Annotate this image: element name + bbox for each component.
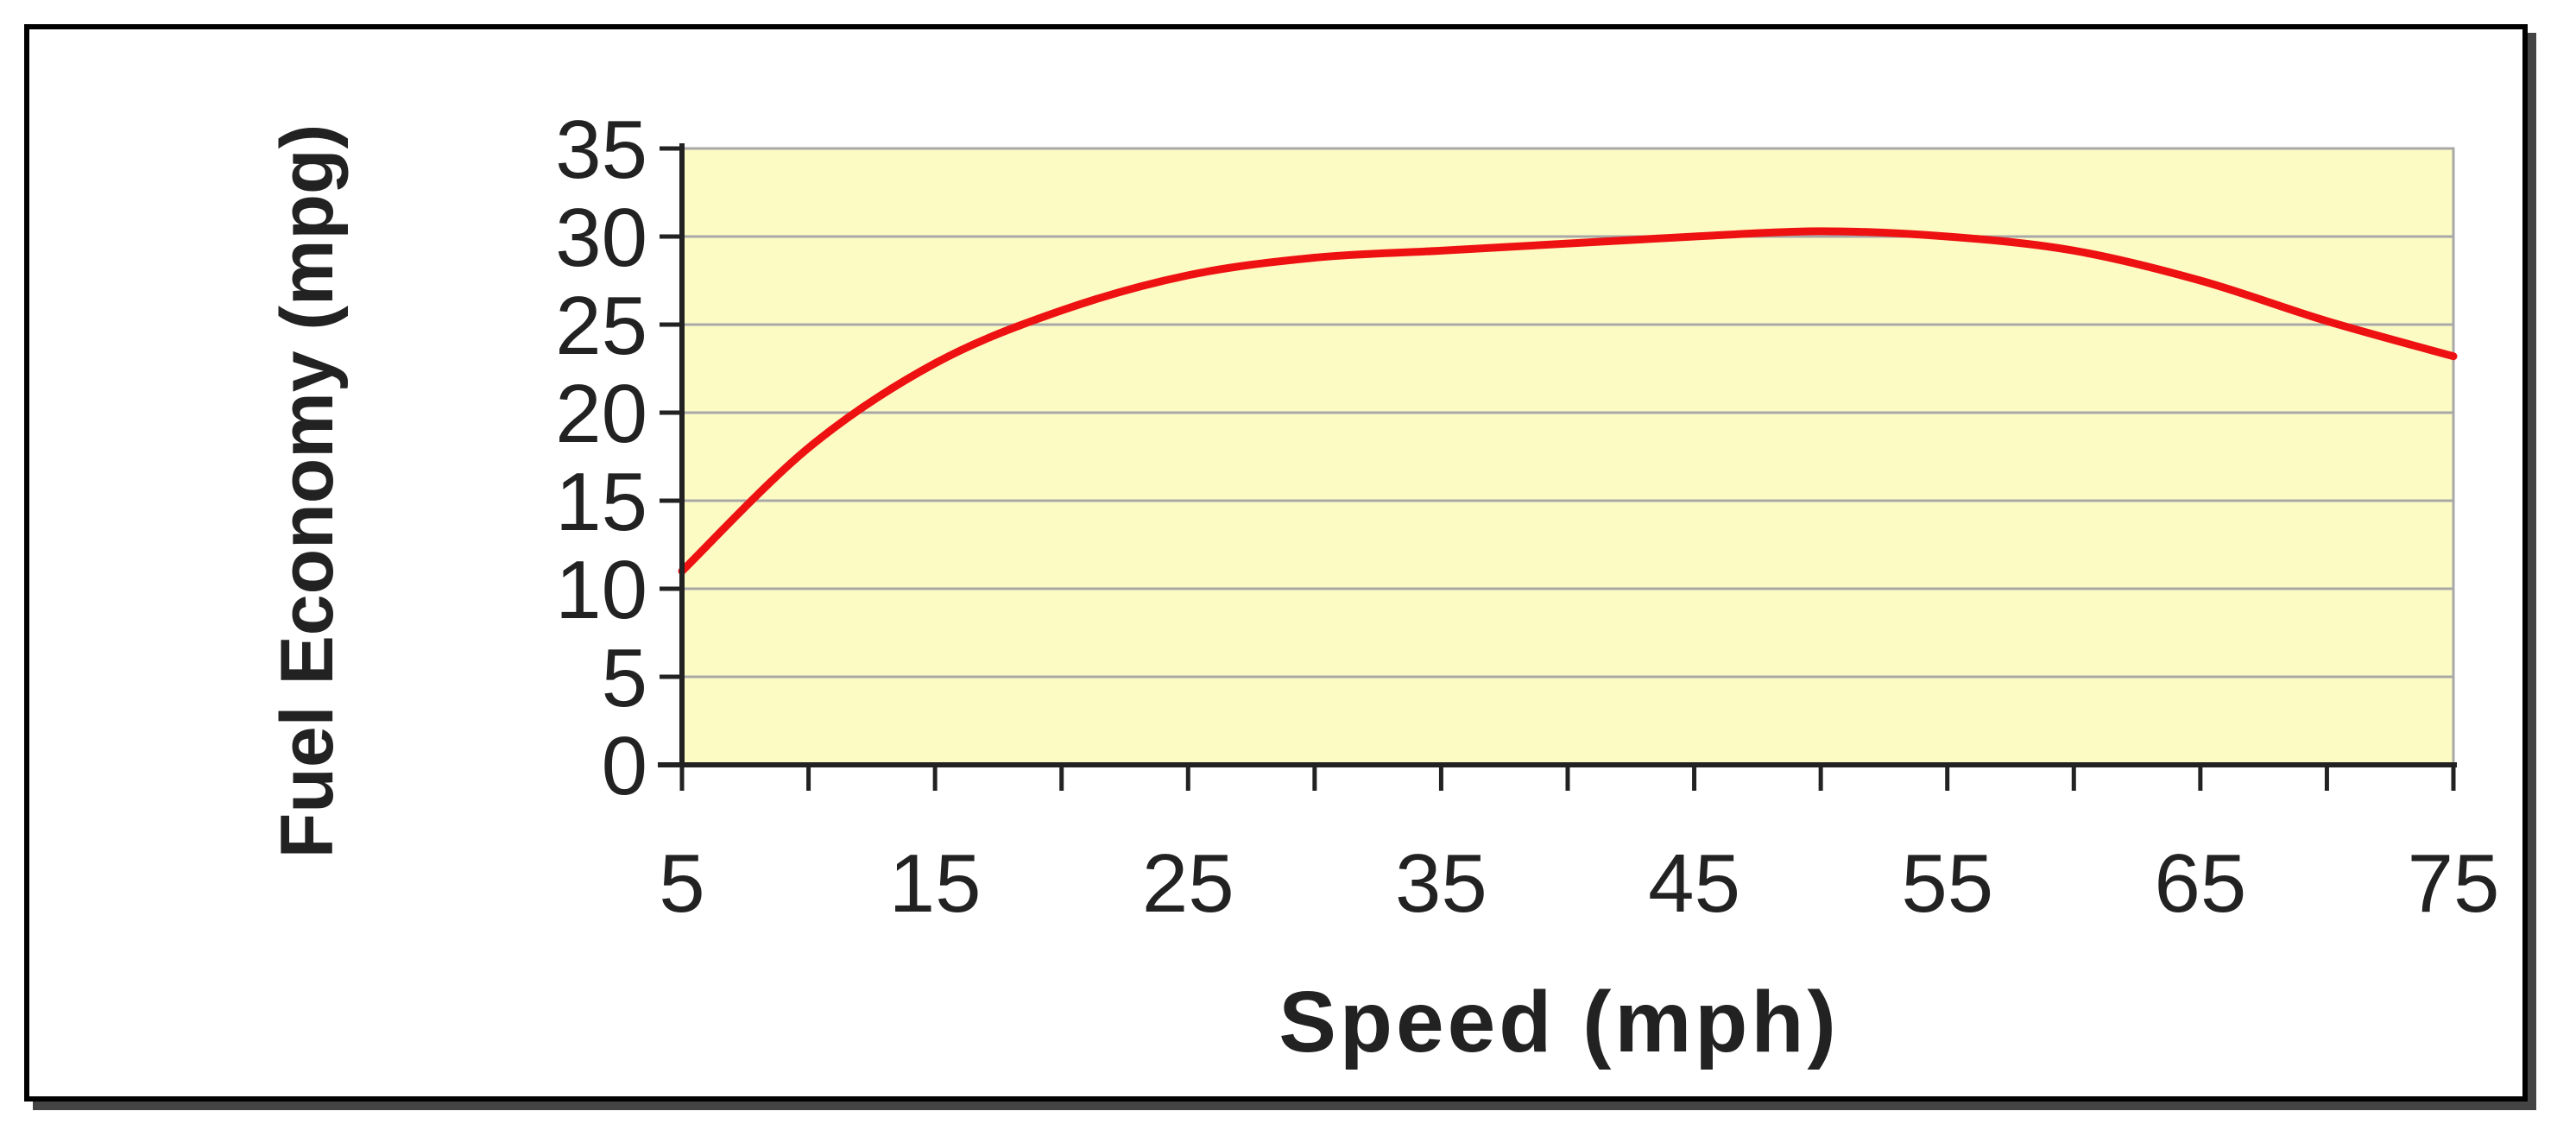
y-tick-label: 15 [555, 456, 647, 548]
plot-area [680, 147, 2455, 767]
series-layer [678, 227, 2458, 576]
fuel-economy-series-line [678, 227, 2458, 576]
y-tick-label: 5 [602, 632, 647, 724]
x-tick-label: 75 [2408, 837, 2500, 930]
x-tick-label: 25 [1142, 837, 1234, 930]
gridlines [682, 147, 2453, 679]
x-tick-label: 15 [889, 837, 982, 930]
y-axis-title: Fuel Economy (mpg) [266, 124, 349, 858]
x-tick-label: 5 [659, 837, 704, 930]
x-tick-label: 35 [1395, 837, 1487, 930]
y-tick-label: 20 [555, 368, 647, 460]
y-tick-label: 10 [555, 544, 647, 636]
y-tick-label: 30 [555, 192, 647, 284]
x-axis-title: Speed (mph) [1279, 974, 1840, 1070]
x-tick-label: 65 [2154, 837, 2246, 930]
y-tick-label: 35 [555, 104, 647, 196]
y-tick-label: 25 [555, 280, 647, 372]
plot-background [680, 147, 2455, 767]
x-tick-label: 55 [1901, 837, 1993, 930]
axes [658, 143, 2457, 791]
x-tick-label: 45 [1648, 837, 1740, 930]
y-tick-label: 0 [602, 720, 647, 812]
